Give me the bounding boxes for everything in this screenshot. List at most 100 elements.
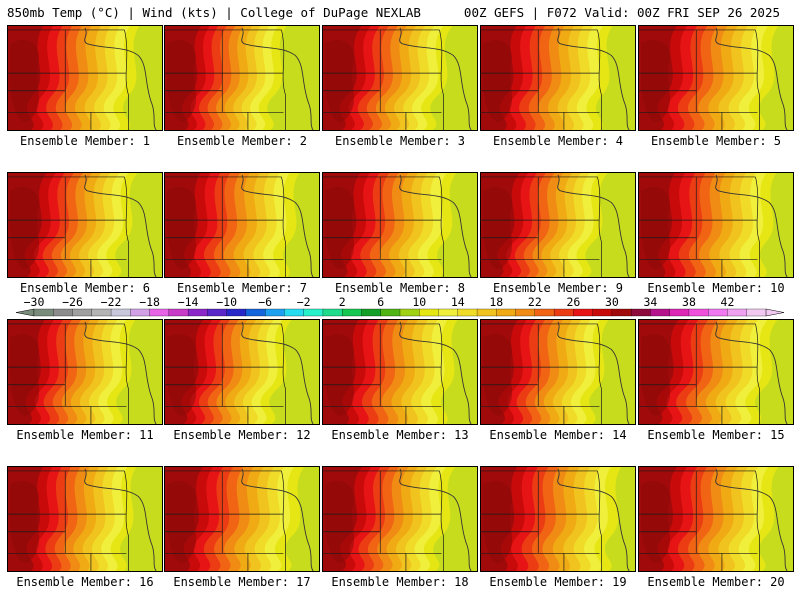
temperature-map <box>323 320 477 424</box>
temperature-map <box>639 467 793 571</box>
ensemble-member-label: Ensemble Member: 11 <box>16 428 154 442</box>
colorbar-tick-label: 26 <box>566 296 580 309</box>
ensemble-member-label: Ensemble Member: 9 <box>492 281 624 295</box>
colorbar-segment <box>399 308 420 317</box>
colorbar-tick-label: 18 <box>489 296 503 309</box>
ensemble-map-panel <box>322 319 478 425</box>
ensemble-member-label: Ensemble Member: 19 <box>489 575 627 589</box>
colorbar-tick-label: 34 <box>643 296 657 309</box>
ensemble-member-label: Ensemble Member: 20 <box>647 575 785 589</box>
temperature-map <box>323 26 477 130</box>
colorbar-segment <box>573 308 594 317</box>
temperature-map <box>639 320 793 424</box>
colorbar-segment <box>322 308 343 317</box>
colorbar-segment <box>245 308 266 317</box>
ensemble-map-panel <box>164 319 320 425</box>
colorbar-segment <box>226 308 247 317</box>
ensemble-map-panel <box>7 25 163 131</box>
temperature-map <box>8 26 162 130</box>
temperature-map <box>639 26 793 130</box>
ensemble-member-label: Ensemble Member: 18 <box>331 575 469 589</box>
ensemble-map-panel <box>480 466 636 572</box>
ensemble-map-panel <box>322 172 478 278</box>
colorbar-tick-label: −18 <box>139 296 160 309</box>
temperature-map <box>481 26 635 130</box>
colorbar-segment <box>534 308 555 317</box>
ensemble-member-label: Ensemble Member: 13 <box>331 428 469 442</box>
colorbar-segment <box>515 308 536 317</box>
colorbar-tick-label: 30 <box>605 296 619 309</box>
colorbar-segment <box>303 308 324 317</box>
colorbar-segment <box>380 308 401 317</box>
temperature-map <box>165 467 319 571</box>
temperature-map <box>165 173 319 277</box>
colorbar-segment <box>727 308 748 317</box>
colorbar-segment <box>669 308 690 317</box>
temperature-map <box>8 467 162 571</box>
colorbar-tick-label: −10 <box>216 296 237 309</box>
colorbar-tick-label: −6 <box>258 296 272 309</box>
ensemble-member-label: Ensemble Member: 12 <box>173 428 311 442</box>
ensemble-map-panel <box>480 172 636 278</box>
colorbar-segment <box>72 308 93 317</box>
colorbar-segment <box>187 308 208 317</box>
colorbar-tick-label: 38 <box>682 296 696 309</box>
colorbar-segment <box>207 308 228 317</box>
ensemble-member-label: Ensemble Member: 7 <box>176 281 308 295</box>
ensemble-member-label: Ensemble Member: 1 <box>19 134 151 148</box>
colorbar-tick-label: 6 <box>377 296 384 309</box>
colorbar-segment <box>688 308 709 317</box>
colorbar-segment <box>361 308 382 317</box>
ensemble-member-label: Ensemble Member: 16 <box>16 575 154 589</box>
colorbar-segment <box>650 308 671 317</box>
colorbar-tick-label: −26 <box>62 296 83 309</box>
colorbar-tick-label: 14 <box>451 296 465 309</box>
ensemble-member-label: Ensemble Member: 5 <box>650 134 782 148</box>
colorbar-segment <box>746 308 767 317</box>
ensemble-member-label: Ensemble Member: 15 <box>647 428 785 442</box>
ensemble-map-panel <box>480 319 636 425</box>
ensemble-member-label: Ensemble Member: 10 <box>647 281 785 295</box>
ensemble-map-panel <box>7 172 163 278</box>
temperature-map <box>323 467 477 571</box>
ensemble-member-label: Ensemble Member: 3 <box>334 134 466 148</box>
colorbar-segment <box>265 308 285 317</box>
colorbar-segment <box>284 308 305 317</box>
colorbar-segment <box>149 308 170 317</box>
ensemble-map-panel <box>322 466 478 572</box>
temperature-map <box>165 26 319 130</box>
colorbar-tick-label: 42 <box>721 296 735 309</box>
ensemble-map-panel <box>638 466 794 572</box>
temperature-map <box>8 173 162 277</box>
temperature-map <box>323 173 477 277</box>
ensemble-member-label: Ensemble Member: 8 <box>334 281 466 295</box>
colorbar-segment <box>496 308 517 317</box>
colorbar-segment <box>419 308 439 317</box>
colorbar-right-arrow <box>765 308 785 317</box>
ensemble-map-panel <box>638 172 794 278</box>
temperature-map <box>481 173 635 277</box>
ensemble-map-panel <box>480 25 636 131</box>
colorbar-left-arrow <box>15 308 35 317</box>
colorbar-segment <box>631 308 651 317</box>
colorbar-tick-label: −22 <box>101 296 122 309</box>
temperature-map <box>165 320 319 424</box>
colorbar-segment <box>708 308 728 317</box>
ensemble-map-panel <box>7 466 163 572</box>
temperature-map <box>481 467 635 571</box>
colorbar-segment <box>110 308 131 317</box>
colorbar-tick-label: 2 <box>339 296 346 309</box>
colorbar-segment <box>91 308 112 317</box>
ensemble-member-label: Ensemble Member: 17 <box>173 575 311 589</box>
header-title: 850mb Temp (°C) | Wind (kts) | College o… <box>7 5 421 20</box>
colorbar-segment <box>33 308 54 317</box>
colorbar-tick-label: 10 <box>412 296 426 309</box>
ensemble-map-panel <box>164 25 320 131</box>
ensemble-member-label: Ensemble Member: 6 <box>19 281 151 295</box>
colorbar-segment <box>476 308 497 317</box>
colorbar-tick-label: −2 <box>297 296 311 309</box>
colorbar-segment <box>457 308 478 317</box>
ensemble-map-panel <box>322 25 478 131</box>
ensemble-member-label: Ensemble Member: 4 <box>492 134 624 148</box>
